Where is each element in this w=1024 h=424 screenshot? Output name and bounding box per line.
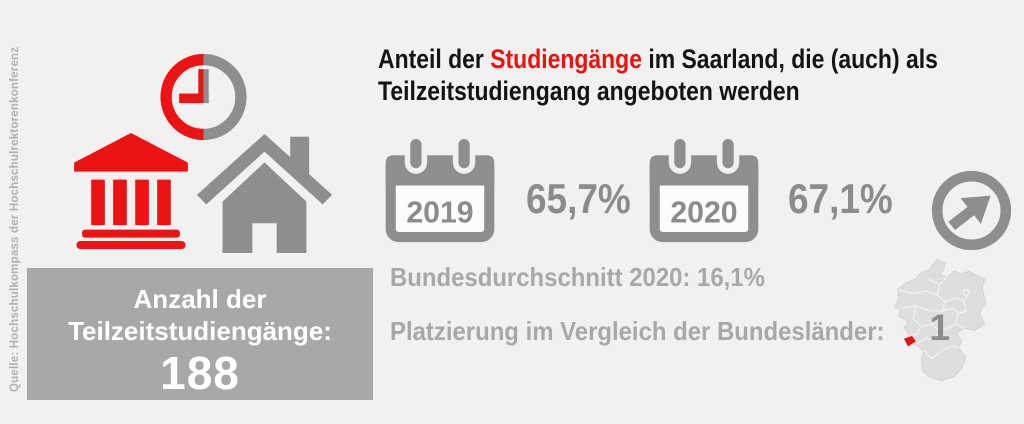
calendar-2020-icon: 2020 — [649, 134, 759, 243]
house-icon — [196, 134, 333, 253]
headline-line1-suffix: im Saarland, die (auch) als — [641, 44, 938, 74]
share-value-2020: 67,1% — [788, 175, 893, 222]
state-borders — [897, 276, 970, 360]
university-building-icon — [74, 133, 188, 249]
rank-number: 1 — [929, 307, 950, 348]
calendar-year-2019: 2019 — [406, 196, 473, 229]
clock-icon — [160, 53, 247, 141]
arrow-up-right-icon — [931, 170, 1012, 251]
count-value: 188 — [160, 347, 240, 399]
share-value-2019: 65,7% — [526, 175, 631, 222]
saarland-highlight — [904, 335, 916, 347]
parttime-count-box: Anzahl der Teilzeitstudiengänge: 188 — [27, 268, 373, 400]
germany-outline — [894, 258, 987, 382]
headline: Anteil der Studiengänge im Saarland, die… — [378, 43, 938, 107]
calendar-year-2020: 2020 — [670, 196, 737, 229]
source-note: Quelle: Hochschulkompass der Hochschulre… — [9, 46, 21, 392]
headline-line2: Teilzeitstudiengang angeboten werden — [378, 76, 800, 106]
headline-prefix: Anteil der — [378, 44, 491, 74]
benchmark-label: Bundesdurchschnitt 2020: 16,1% — [390, 262, 765, 292]
headline-highlight: Studiengänge — [490, 44, 642, 74]
count-label-line1: Anzahl der — [133, 284, 267, 314]
count-label-line2: Teilzeitstudiengänge: — [68, 316, 332, 346]
calendar-2019-icon: 2019 — [385, 134, 495, 243]
ranking-label: Platzierung im Vergleich der Bundeslände… — [390, 316, 885, 346]
germany-map: 1 — [894, 258, 987, 382]
